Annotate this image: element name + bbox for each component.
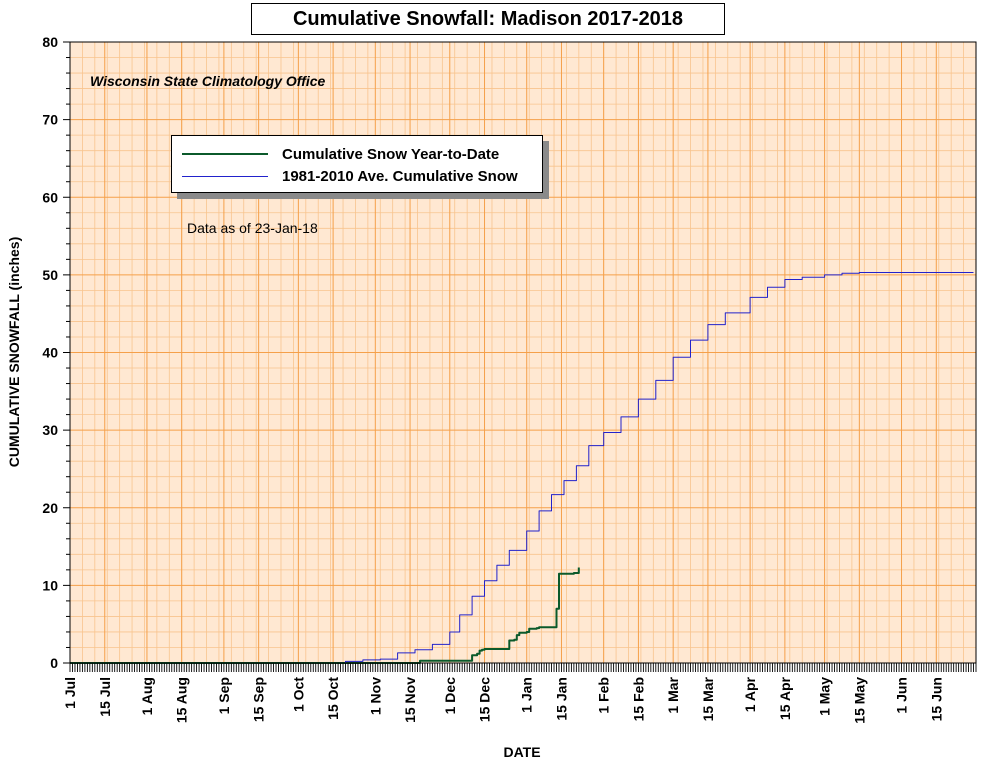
legend-item-average: 1981-2010 Ave. Cumulative Snow [182,167,518,185]
x-tick-label: 1 Mar [665,676,681,713]
series-line-year-to-date [70,567,580,664]
y-tick-label: 80 [42,34,58,50]
x-tick-label: 15 Sep [251,677,267,722]
x-tick-label: 1 Nov [367,677,383,715]
y-tick-label: 50 [42,267,58,283]
x-tick-label: 1 Jan [519,677,535,713]
y-tick-label: 70 [42,112,58,128]
x-tick-label: 1 Jul [62,677,78,709]
x-tick-label: 15 Jan [553,677,569,721]
x-axis-label: DATE [503,744,541,760]
x-tick-label: 1 Dec [442,677,458,715]
legend-label-year-to-date: Cumulative Snow Year-to-Date [282,145,500,163]
x-tick-label: 15 Jul [97,677,113,717]
series-line-average [70,272,974,664]
x-tick-label: 15 Mar [700,676,716,721]
y-tick-label: 20 [42,500,58,516]
legend-item-year-to-date: Cumulative Snow Year-to-Date [182,145,499,163]
x-tick-label: 15 Aug [174,677,190,723]
x-tick-label: 15 Jun [928,677,944,721]
x-tick-label: 15 May [851,677,867,724]
source-note: Wisconsin State Climatology Office [90,73,326,89]
x-tick-label: 15 Nov [402,677,418,723]
y-axis: 0 10 20 30 40 50 60 70 80 [42,34,70,671]
legend-swatch-year-to-date [182,153,268,155]
y-tick-label: 40 [42,345,58,361]
as-of-note: Data as of 23-Jan-18 [187,220,318,236]
legend-swatch-average [182,175,268,177]
chart-title: Cumulative Snowfall: Madison 2017-2018 [251,3,725,35]
legend-label-average: 1981-2010 Ave. Cumulative Snow [282,167,518,185]
x-tick-label: 15 Dec [477,677,493,722]
x-tick-label: 1 Apr [742,676,758,712]
x-tick-label: 1 Sep [216,677,232,714]
x-tick-label: 1 Jun [894,677,910,714]
y-tick-label: 60 [42,189,58,205]
y-tick-label: 30 [42,422,58,438]
x-axis: 1 Jul 15 Jul 1 Aug 15 Aug 1 Sep 15 Sep 1 Oct 15… [62,663,977,724]
x-tick-label: 1 May [817,677,833,716]
x-tick-label: 1 Oct [290,677,306,712]
y-tick-label: 10 [42,577,58,593]
x-tick-label: 15 Feb [630,677,646,721]
x-tick-label: 15 Apr [777,676,793,720]
legend: Cumulative Snow Year-to-Date 1981-2010 A… [171,135,543,193]
x-tick-label: 1 Aug [139,677,155,715]
x-tick-label: 1 Feb [596,677,612,714]
y-axis-label: CUMULATIVE SNOWFALL (inches) [6,236,22,468]
x-tick-label: 15 Oct [325,677,341,720]
y-tick-label: 0 [50,655,58,671]
